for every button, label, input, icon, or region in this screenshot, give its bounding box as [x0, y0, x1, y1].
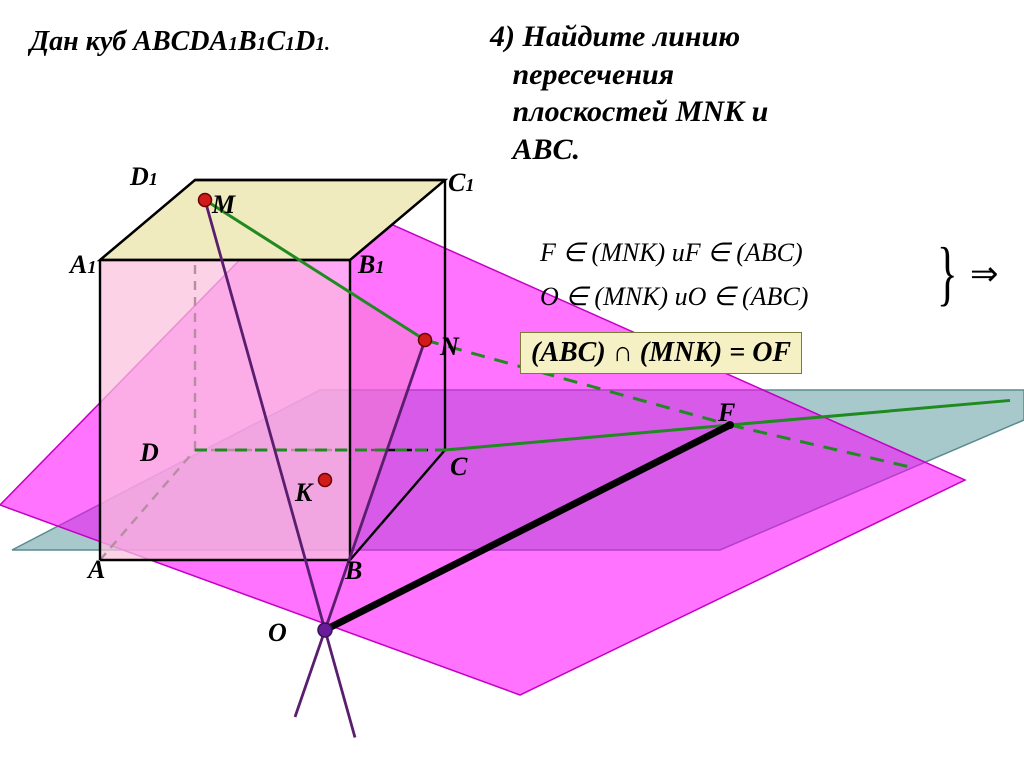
- task-text: 4) Найдите линию пересечения плоскостей …: [490, 18, 768, 168]
- implies-symbol: ⇒: [970, 254, 999, 294]
- cube-front-face: [100, 260, 350, 560]
- stage: Дан куб ABCDA1B1C1D1. 4) Найдите линию п…: [0, 0, 1024, 768]
- label-B: B: [345, 556, 362, 586]
- math-line-2: O ∈ (MNK) иO ∈ (ABC): [540, 282, 808, 312]
- label-N: N: [440, 332, 459, 362]
- given-text: Дан куб ABCDA1B1C1D1.: [30, 26, 330, 58]
- label-M: M: [212, 190, 235, 220]
- label-D: D: [140, 438, 159, 468]
- label-C1: C1: [448, 168, 474, 198]
- label-O: O: [268, 618, 287, 648]
- label-F: F: [718, 398, 735, 428]
- brace: }: [937, 232, 958, 315]
- label-A1: A1: [70, 250, 96, 280]
- label-B1: B1: [358, 250, 384, 280]
- label-K: K: [295, 478, 312, 508]
- math-line-1: F ∈ (MNK) иF ∈ (ABC): [540, 238, 803, 268]
- label-D1: D1: [130, 162, 158, 192]
- label-A: A: [88, 555, 105, 585]
- answer-box: (ABC) ∩ (MNK) = OF: [520, 332, 802, 374]
- label-C: C: [450, 452, 467, 482]
